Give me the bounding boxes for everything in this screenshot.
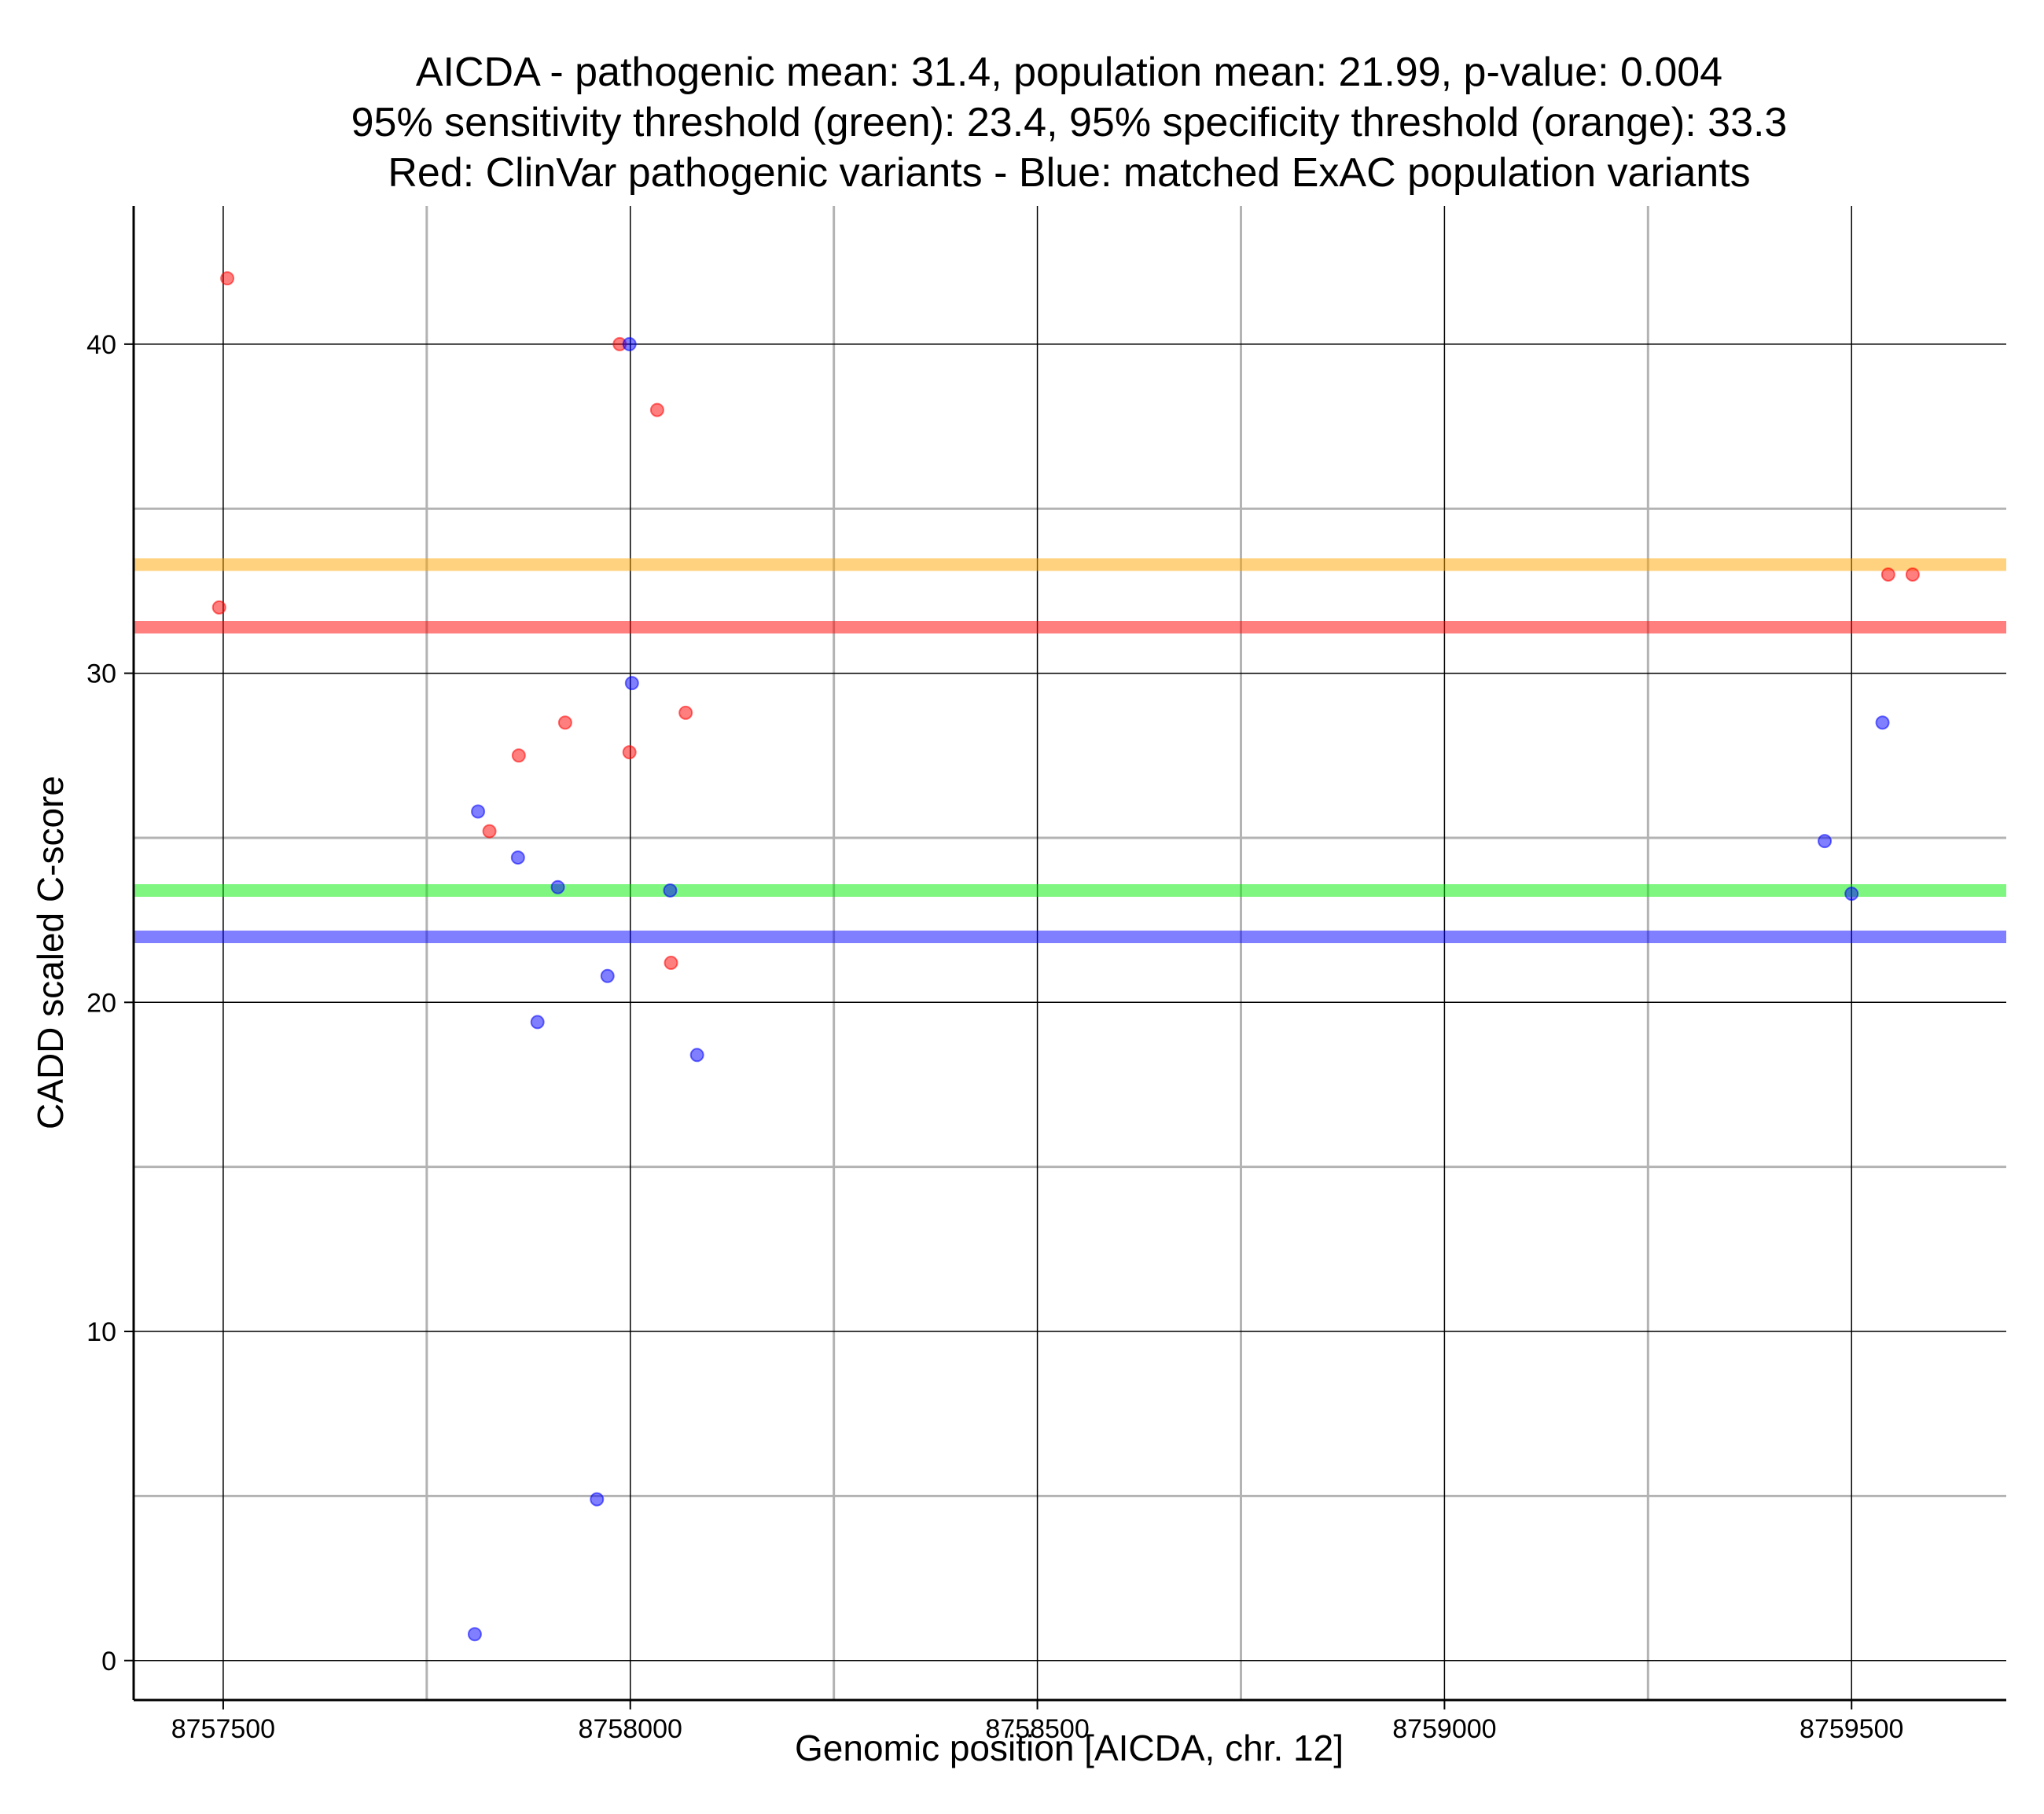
y-tick-label: 30	[86, 659, 116, 689]
axes	[132, 206, 2006, 1702]
chart-title-line-3: Red: ClinVar pathogenic variants - Blue:…	[388, 150, 1751, 196]
x-tick-label: 8759000	[1392, 1714, 1496, 1744]
reference-lines	[134, 558, 2006, 943]
ticks: 8757500 8758000 8758500 8759000 8759500 0 10 20…	[86, 330, 1903, 1744]
data-point	[663, 883, 678, 898]
data-point	[689, 1048, 704, 1063]
data-point	[1844, 887, 1859, 901]
data-point	[664, 956, 678, 971]
grid	[134, 206, 2006, 1700]
data-point	[220, 271, 235, 286]
data-point	[471, 804, 486, 819]
data-point	[510, 850, 525, 865]
data-point	[624, 676, 639, 691]
x-axis-label: Genomic position [AICDA, chr. 12]	[795, 1728, 1344, 1768]
data-point	[678, 705, 693, 720]
data-point	[1818, 834, 1833, 849]
x-tick-label: 8758000	[579, 1714, 682, 1744]
x-tick-label: 8757500	[171, 1714, 275, 1744]
chart-title-line-1: AICDA - pathogenic mean: 31.4, populatio…	[415, 50, 1723, 95]
data-point	[1905, 567, 1920, 582]
data-point	[590, 1492, 605, 1507]
y-tick-label: 10	[86, 1317, 116, 1347]
y-tick-label: 20	[86, 988, 116, 1018]
data-point	[1875, 715, 1890, 730]
data-point	[622, 336, 637, 351]
data-point	[550, 879, 565, 894]
chart-title-line-2: 95% sensitivity threshold (green): 23.4,…	[351, 100, 1788, 145]
x-tick-label: 8758500	[985, 1714, 1089, 1744]
data-point	[600, 968, 615, 983]
data-point	[1880, 567, 1895, 582]
data-point	[467, 1627, 482, 1642]
x-tick-label: 8759500	[1800, 1714, 1903, 1744]
data-points	[211, 271, 1920, 1642]
data-point	[530, 1015, 545, 1030]
data-point	[622, 745, 637, 760]
y-axis-label: CADD scaled C-score	[30, 776, 71, 1129]
data-point	[211, 600, 226, 615]
y-tick-label: 0	[101, 1647, 116, 1676]
data-point	[557, 715, 572, 730]
data-point	[482, 824, 497, 839]
data-point	[649, 402, 664, 417]
data-point	[511, 748, 526, 763]
y-tick-label: 40	[86, 330, 116, 360]
